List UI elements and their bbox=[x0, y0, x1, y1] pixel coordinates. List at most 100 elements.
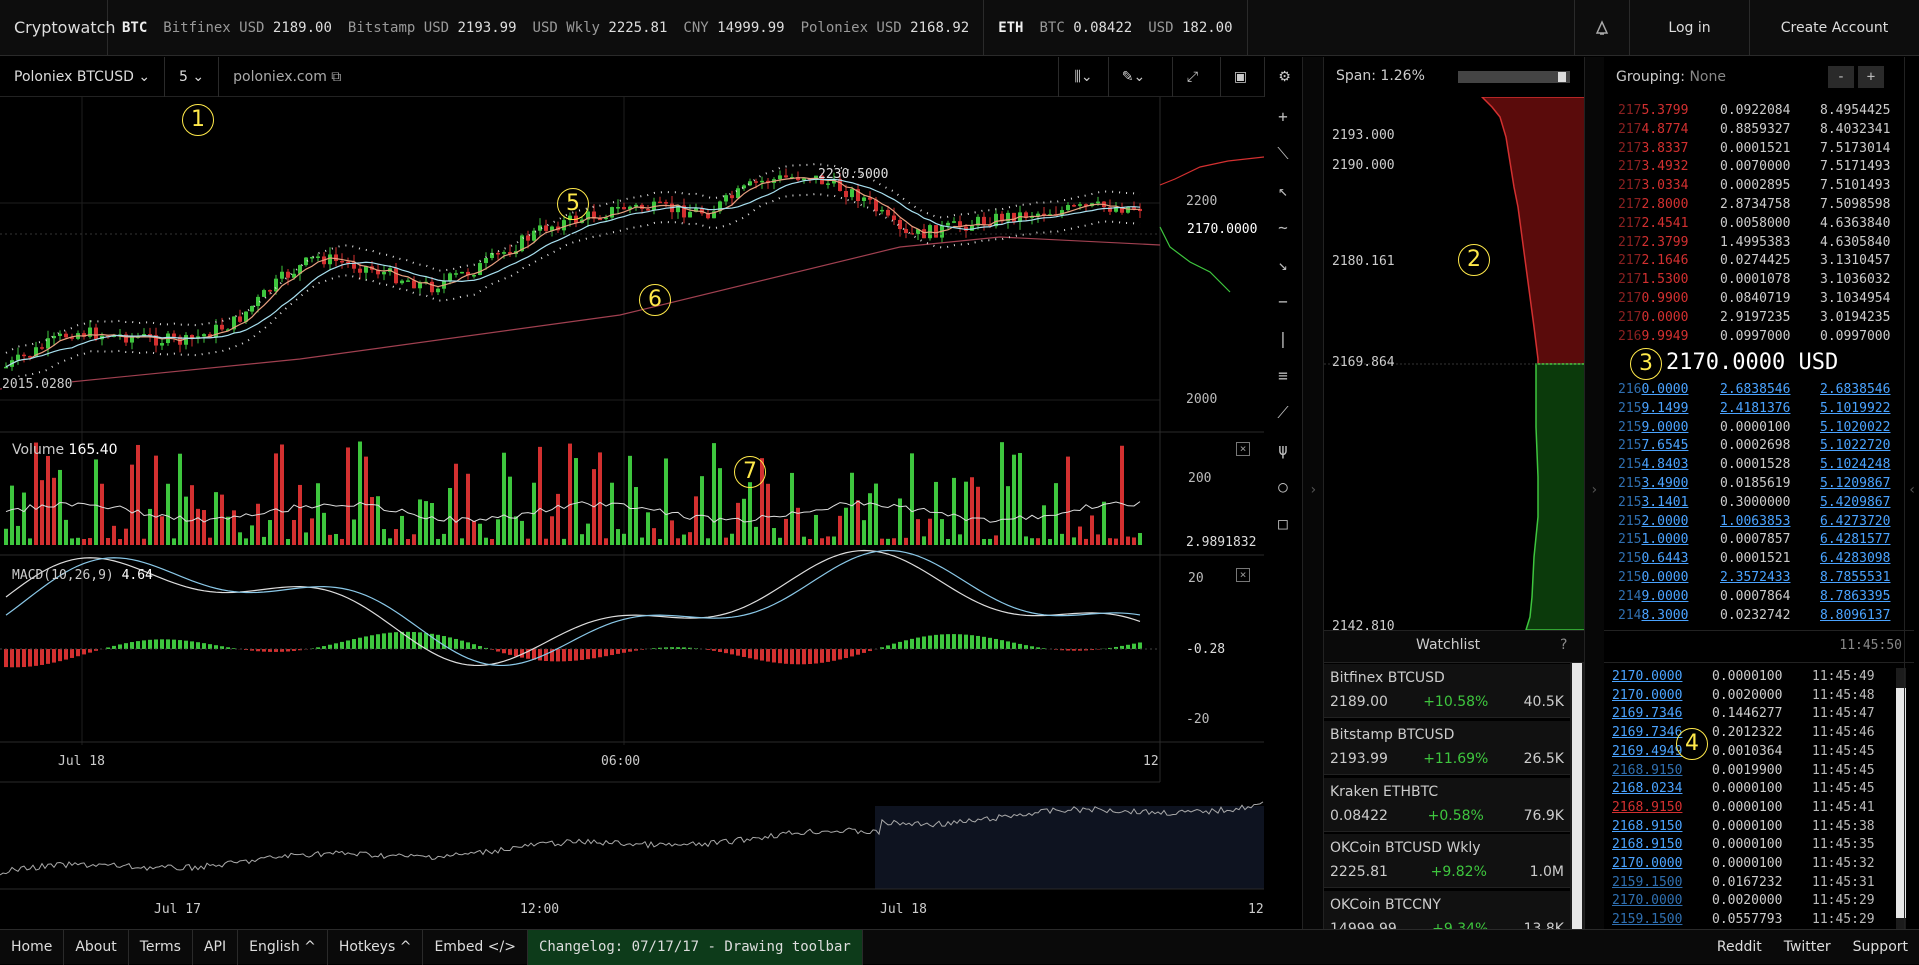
ticker-item[interactable]: Poloniex USD 2168.92 bbox=[801, 20, 970, 36]
span-slider-handle[interactable] bbox=[1558, 72, 1566, 82]
app-logo[interactable]: Cryptowatch bbox=[0, 0, 108, 56]
span-slider[interactable] bbox=[1458, 71, 1570, 83]
candles-icon[interactable]: ⫼⌄ bbox=[1058, 57, 1108, 97]
rectangle-icon[interactable]: □ bbox=[1269, 510, 1297, 538]
grouping-minus-button[interactable]: - bbox=[1828, 66, 1854, 88]
footer-api-link[interactable]: API bbox=[193, 930, 238, 965]
footer-terms-link[interactable]: Terms bbox=[129, 930, 193, 965]
gear-icon[interactable]: ⚙ bbox=[1264, 57, 1304, 97]
navigator-selection[interactable] bbox=[875, 806, 1264, 889]
btc-symbol[interactable]: BTC bbox=[122, 20, 147, 36]
watchlist-scrollbar[interactable] bbox=[1570, 663, 1584, 929]
twitter-link[interactable]: Twitter bbox=[1773, 930, 1842, 965]
hotkeys-menu[interactable]: Hotkeys ^ bbox=[328, 930, 424, 965]
arrow-icon[interactable]: ↖ bbox=[1269, 177, 1297, 205]
fib-icon[interactable]: ⟋ bbox=[1269, 399, 1297, 427]
period-selector[interactable]: 5 ⌄ bbox=[165, 57, 219, 97]
pitchfork-icon[interactable]: ψ bbox=[1269, 436, 1297, 464]
language-selector[interactable]: English ^ bbox=[238, 930, 328, 965]
changelog-link[interactable]: Changelog: 07/17/17 - Drawing toolbar bbox=[528, 930, 863, 965]
close-volume-icon[interactable]: × bbox=[1236, 442, 1250, 456]
circle-icon[interactable]: ○ bbox=[1269, 473, 1297, 501]
ticker-item[interactable]: Bitfinex USD 2189.00 bbox=[163, 20, 332, 36]
vertical-line-icon[interactable]: | bbox=[1269, 325, 1297, 353]
ticker-item[interactable]: USD Wkly 2225.81 bbox=[533, 20, 668, 36]
notification-icon[interactable] bbox=[1574, 0, 1629, 56]
trendline-icon[interactable]: ⟍ bbox=[1269, 140, 1297, 168]
footer-about-link[interactable]: About bbox=[64, 930, 128, 965]
login-button[interactable]: Log in bbox=[1629, 0, 1749, 56]
grouping-plus-button[interactable]: + bbox=[1858, 66, 1884, 88]
footer-home-link[interactable]: Home bbox=[0, 930, 64, 965]
horizontal-line-icon[interactable]: − bbox=[1269, 288, 1297, 316]
panel-splitter[interactable]: › bbox=[1302, 57, 1324, 929]
exchange-link[interactable]: poloniex.com ⧉ bbox=[219, 57, 355, 97]
reddit-link[interactable]: Reddit bbox=[1706, 930, 1773, 965]
ray-icon[interactable]: ↘ bbox=[1269, 251, 1297, 279]
ticker-item[interactable]: Bitstamp USD 2193.99 bbox=[348, 20, 517, 36]
panel-splitter[interactable]: › bbox=[1584, 57, 1604, 929]
panel-splitter[interactable]: ‹ bbox=[1904, 57, 1919, 929]
pencil-icon[interactable]: ✎⌄ bbox=[1108, 57, 1158, 97]
help-icon[interactable]: ? bbox=[1560, 637, 1567, 653]
crosshair-icon[interactable]: + bbox=[1269, 103, 1297, 131]
ticker-item[interactable]: CNY 14999.99 bbox=[683, 20, 784, 36]
ticker-item[interactable]: BTC 0.08422 bbox=[1039, 20, 1132, 36]
ticker-item[interactable]: USD 182.00 bbox=[1148, 20, 1232, 36]
create-account-button[interactable]: Create Account bbox=[1749, 0, 1919, 56]
close-macd-icon[interactable]: × bbox=[1236, 568, 1250, 582]
price-chart[interactable] bbox=[0, 97, 1264, 897]
indicator-icon[interactable]: ▣ bbox=[1220, 57, 1260, 97]
channel-icon[interactable]: ≡ bbox=[1269, 362, 1297, 390]
eth-symbol[interactable]: ETH bbox=[998, 20, 1023, 36]
embed-button[interactable]: Embed </> bbox=[423, 930, 528, 965]
market-selector[interactable]: Poloniex BTCUSD ⌄ bbox=[0, 57, 165, 97]
grouping-value[interactable]: None bbox=[1689, 69, 1726, 85]
curve-icon[interactable]: ∼ bbox=[1269, 214, 1297, 242]
